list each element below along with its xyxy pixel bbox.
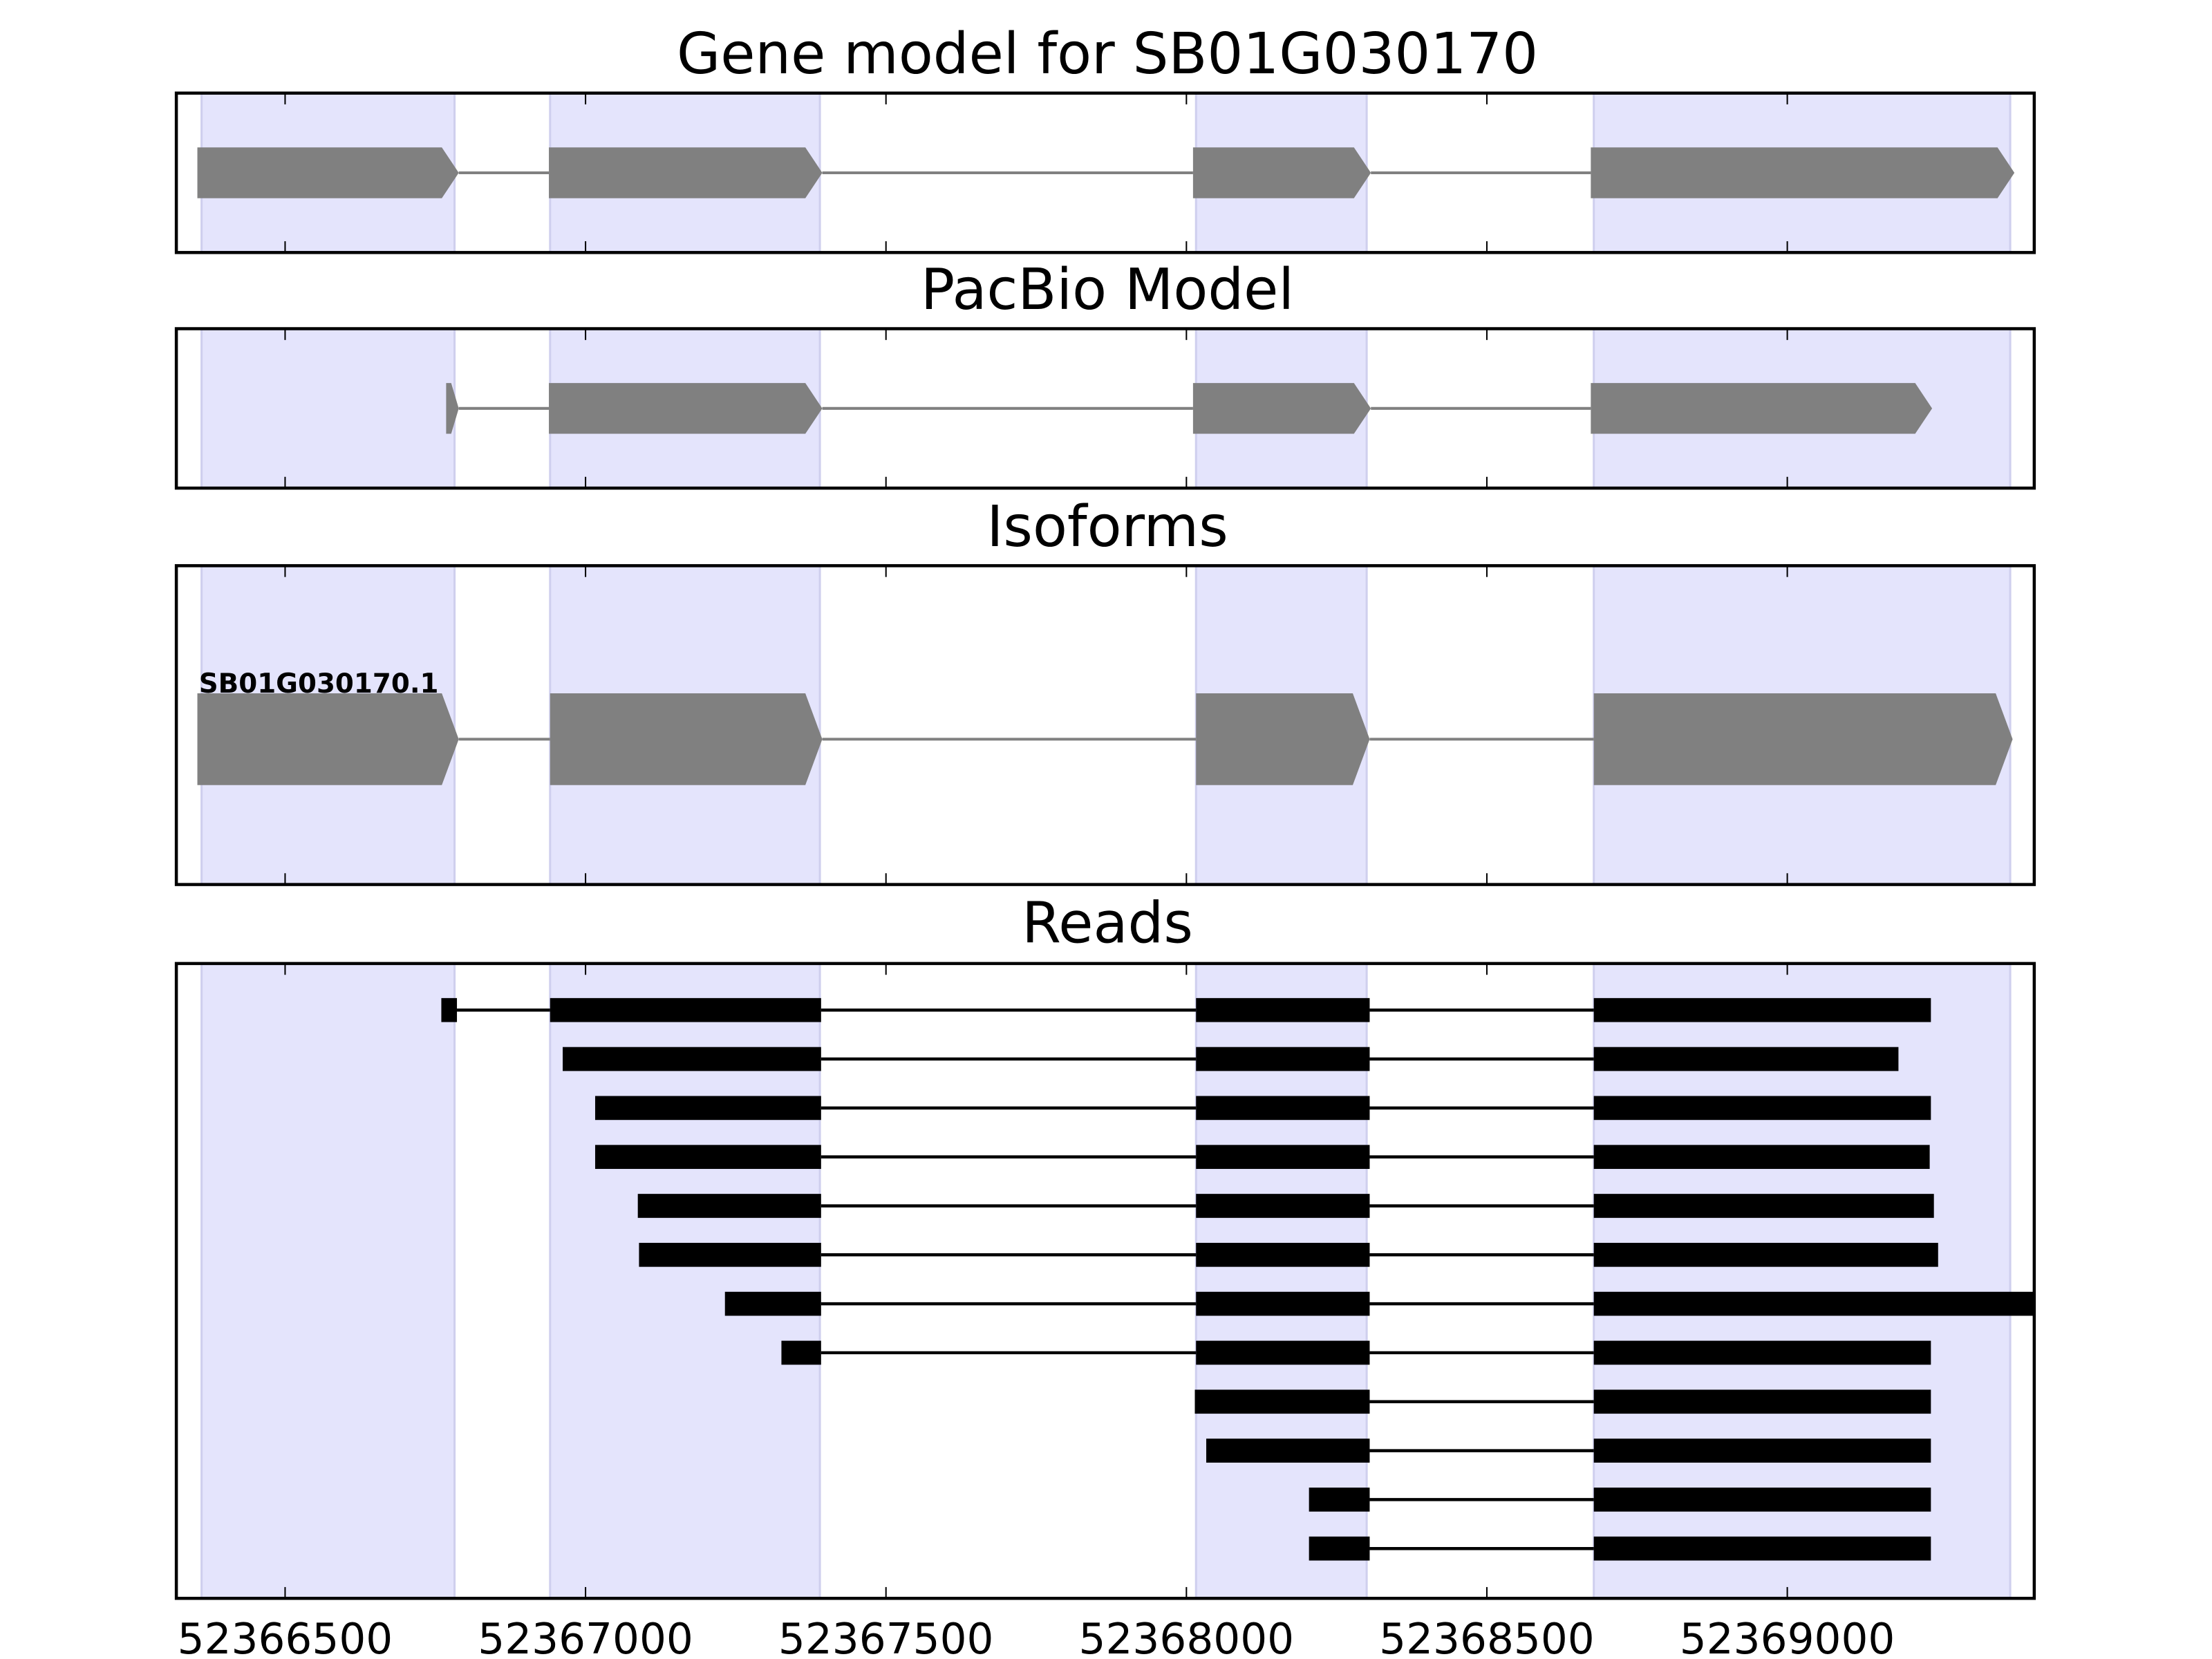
exon-arrow (1192, 147, 1371, 198)
read-exon-block (1593, 1194, 1934, 1218)
read-exon-block (1196, 997, 1370, 1022)
read-exon-block (1196, 1047, 1370, 1071)
read-exon-block (1593, 1047, 1899, 1071)
panel-title-reads: Reads (1022, 890, 1193, 956)
read-row (1309, 1536, 1931, 1561)
exon-arrow (197, 147, 459, 198)
panel-pacbio-model (174, 327, 2036, 490)
read-exon-block (1593, 1536, 1931, 1561)
read-exon-block (1206, 1438, 1370, 1463)
panel-frame (174, 327, 2036, 490)
read-exon-block (1593, 997, 1931, 1022)
exon-arrow (550, 693, 823, 785)
x-tick-label: 52368000 (1079, 1615, 1295, 1659)
panel-frame (174, 564, 2036, 886)
read-exon-block (1593, 1438, 1931, 1463)
exon-arrow (1593, 693, 2013, 785)
read-exon-block (1593, 1340, 1931, 1365)
read-exon-block (563, 1047, 821, 1071)
read-exon-block (1593, 1096, 1931, 1121)
read-exon-block (1196, 1340, 1370, 1365)
x-tick-label: 52368500 (1379, 1615, 1595, 1659)
read-exon-block (1593, 1242, 1938, 1267)
isoform-label: SB01G030170.1 (199, 668, 439, 700)
shaded-exon-region (200, 963, 456, 1599)
read-exon-block (594, 1145, 821, 1170)
read-exon-block (1593, 1145, 1930, 1170)
x-tick-label: 52366500 (178, 1615, 393, 1659)
read-exon-block (1309, 1488, 1370, 1512)
exon-arrow (446, 383, 459, 434)
exon-arrow (549, 383, 823, 434)
read-exon-block (1194, 1389, 1370, 1414)
read-exon-block (639, 1242, 821, 1267)
panel-frame (174, 91, 2036, 254)
exon-arrow (1591, 147, 2015, 198)
shaded-exon-region (200, 328, 456, 489)
read-row (781, 1340, 1931, 1365)
plot-area (200, 328, 2012, 489)
read-exon-block (441, 997, 458, 1022)
read-exon-block (724, 1291, 821, 1316)
x-tick-label: 52367000 (478, 1615, 693, 1659)
read-exon-block (1593, 1389, 1931, 1414)
read-row (441, 997, 1931, 1022)
exon-arrow (1591, 383, 1933, 434)
read-row (594, 1096, 1931, 1121)
panel-gene-model-for-sb01g030170 (174, 91, 2036, 254)
read-exon-block (637, 1194, 821, 1218)
x-tick-label: 52367500 (778, 1615, 994, 1659)
panel-title-gene-model: Gene model for SB01G030170 (677, 21, 1538, 87)
read-row (637, 1194, 1934, 1218)
read-exon-block (1196, 1096, 1370, 1121)
read-exon-block (1593, 1291, 2034, 1316)
x-tick-label: 52369000 (1680, 1615, 1895, 1659)
read-exon-block (1593, 1488, 1931, 1512)
read-row (1194, 1389, 1931, 1414)
panel-reads (174, 962, 2036, 1600)
exon-arrow (1196, 693, 1370, 785)
read-exon-block (1196, 1145, 1370, 1170)
read-exon-block (781, 1340, 821, 1365)
panel-frame (174, 962, 2036, 1600)
read-row (1309, 1488, 1931, 1512)
read-exon-block (1196, 1194, 1370, 1218)
read-exon-block (1196, 1242, 1370, 1267)
exon-arrow (549, 147, 823, 198)
read-exon-block (594, 1096, 821, 1121)
read-row (724, 1291, 2034, 1316)
panel-isoforms (174, 564, 2036, 886)
read-exon-block (550, 997, 821, 1022)
exon-arrow (1192, 383, 1371, 434)
read-exon-block (1196, 1291, 1370, 1316)
read-row (1206, 1438, 1931, 1463)
plot-area (197, 565, 2013, 885)
panel-title-isoforms: Isoforms (986, 494, 1228, 560)
read-row (563, 1047, 1899, 1071)
read-row (594, 1145, 1930, 1170)
exon-arrow (197, 693, 459, 785)
plot-area (197, 93, 2015, 253)
read-row (639, 1242, 1938, 1267)
read-exon-block (1309, 1536, 1370, 1561)
panel-title-pacbio-model: PacBio Model (921, 257, 1294, 323)
plot-area (200, 963, 2034, 1599)
